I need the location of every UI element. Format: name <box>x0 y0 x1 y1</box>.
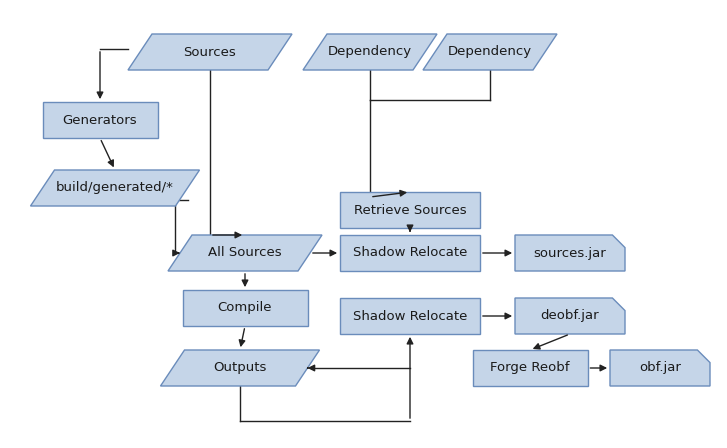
Text: Dependency: Dependency <box>328 46 412 59</box>
Text: sources.jar: sources.jar <box>534 246 606 259</box>
Text: Shadow Relocate: Shadow Relocate <box>353 246 467 259</box>
Polygon shape <box>303 34 437 70</box>
Text: Compile: Compile <box>218 302 272 314</box>
Text: All Sources: All Sources <box>208 246 282 259</box>
Text: obf.jar: obf.jar <box>639 362 681 375</box>
Bar <box>182 290 308 326</box>
Polygon shape <box>515 235 625 271</box>
Text: Retrieve Sources: Retrieve Sources <box>354 203 466 216</box>
Bar <box>473 350 587 386</box>
Text: Sources: Sources <box>184 46 236 59</box>
Text: Generators: Generators <box>63 113 137 126</box>
Text: Outputs: Outputs <box>213 362 267 375</box>
Bar <box>340 192 480 228</box>
Polygon shape <box>161 350 319 386</box>
Bar <box>42 102 158 138</box>
Polygon shape <box>168 235 322 271</box>
Text: deobf.jar: deobf.jar <box>541 310 599 323</box>
Bar <box>340 235 480 271</box>
Text: Dependency: Dependency <box>448 46 532 59</box>
Polygon shape <box>31 170 199 206</box>
Bar <box>340 298 480 334</box>
Text: Shadow Relocate: Shadow Relocate <box>353 310 467 323</box>
Polygon shape <box>610 350 710 386</box>
Polygon shape <box>128 34 292 70</box>
Text: Forge Reobf: Forge Reobf <box>490 362 570 375</box>
Text: build/generated/*: build/generated/* <box>56 181 174 194</box>
Polygon shape <box>423 34 557 70</box>
Polygon shape <box>515 298 625 334</box>
